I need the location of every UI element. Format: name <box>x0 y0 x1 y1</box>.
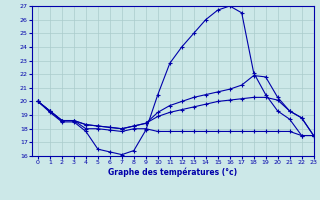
X-axis label: Graphe des températures (°c): Graphe des températures (°c) <box>108 168 237 177</box>
